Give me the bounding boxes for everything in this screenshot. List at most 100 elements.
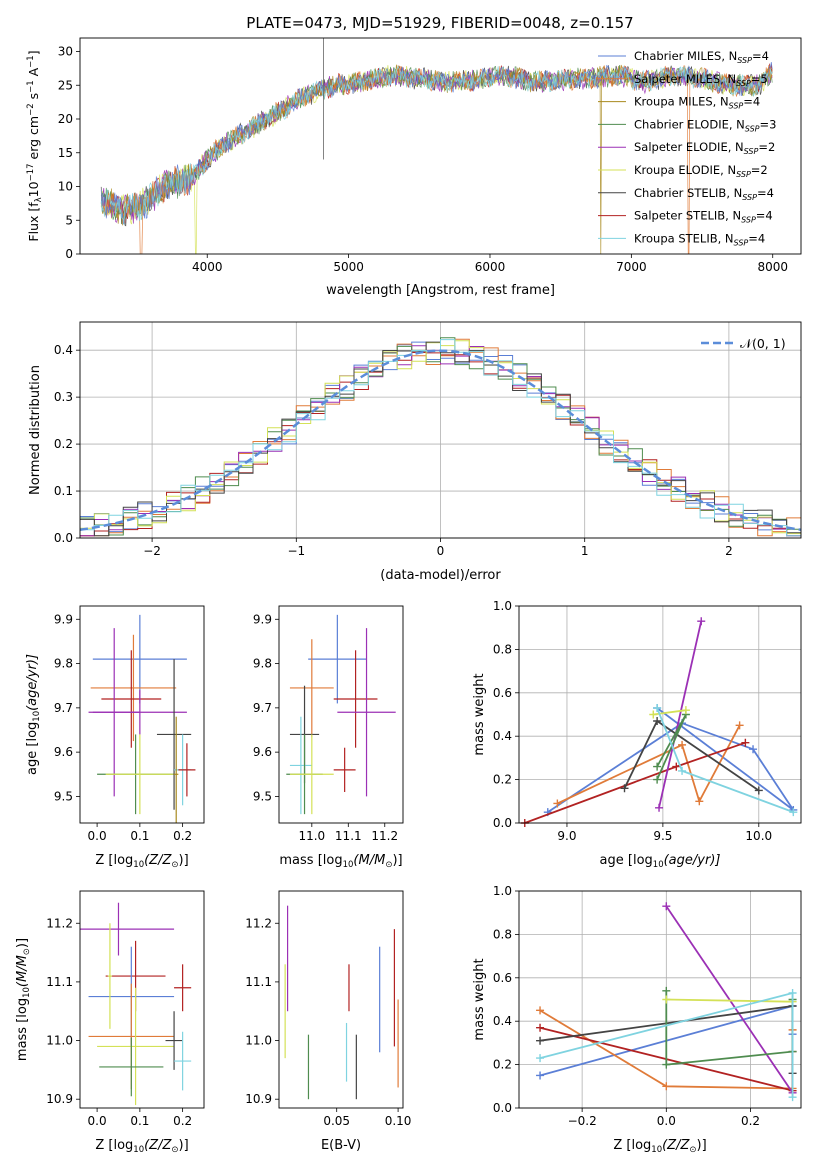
legend-entry: Kroupa ELODIE, NSSP=2 [634,163,768,179]
weight-marker [678,766,687,775]
weight-marker [649,710,658,719]
weight-marker [695,797,704,806]
legend-entry-part: Salpeter ELODIE, N [634,140,744,154]
legend-entry-part: Chabrier STELIB, N [634,186,742,200]
weight-marker [620,784,629,793]
weight-marker [681,706,690,715]
legend-entry-part: Chabrier ELODIE, N [634,117,745,131]
weight-marker [788,988,797,997]
x-tick-label: 6000 [475,260,506,274]
x-axis-label-part: )] [697,1138,707,1153]
y-tick-label: 1.0 [493,884,512,898]
y-axis-label-part: )] [15,938,30,948]
x-tick-label: 0.2 [741,1114,760,1128]
weight-marker [697,617,706,626]
y-tick-label: 0.4 [54,343,73,357]
y-axis-label-part: 10 [26,181,41,197]
weight-marker [662,1060,671,1069]
y-axis-label: mass [log10(M/M⊙)] [15,938,32,1061]
y-tick-label: 9.7 [54,701,73,715]
x-axis-label-part: mass [log [279,853,342,868]
weight-marker [653,717,662,726]
y-tick-label: 0.4 [493,1014,512,1028]
weight-marker [536,1054,545,1063]
y-axis-label-part: mass [log [15,998,30,1061]
y-axis-label: Flux [fλ10−17 erg cm−2 s−1 A−1] [26,50,44,241]
axes-frame [79,605,205,824]
y-tick-label: 0.0 [493,816,512,830]
weight-marker [662,986,671,995]
legend-entry-part: SSP [742,193,757,202]
spectrum-line-0 [100,62,773,225]
x-tick-label: 11.1 [335,829,362,843]
y-tick-label: 1.0 [493,599,512,613]
legend-entry: Salpeter MILES, NSSP=5 [634,72,768,88]
histogram-step-8 [80,339,801,537]
y-tick-label: 9.7 [253,701,272,715]
axes-frame [278,890,404,1109]
normal-reference-curve [80,349,801,532]
y-tick-label: 9.6 [253,745,272,759]
y-tick-label: 0.0 [54,531,73,545]
axes-mass-vs-EBV: 0.05 0.10 10.9 11.0 11.1 11.2 E(B-V) [245,890,412,1153]
y-axis-label-part: A [26,67,41,80]
legend-entry: Kroupa MILES, NSSP=4 [634,95,760,111]
x-tick-label: 0.10 [385,1114,412,1128]
y-tick-label: 9.5 [54,789,73,803]
weight-marker [536,1036,545,1045]
legend-entry: Chabrier MILES, NSSP=4 [634,49,769,65]
axes-frame [79,890,205,1109]
y-tick-label: 30 [58,45,73,59]
y-axis-label: mass weight [472,958,487,1040]
x-axis-label: Z [log10(Z/Z⊙)] [613,1138,706,1155]
y-axis-label-part: λ [34,197,44,202]
y-axis-label-part: (M/M [15,955,30,987]
weight-marker [653,762,662,771]
y-tick-label: 10.9 [245,1092,272,1106]
x-tick-label: 0.2 [173,829,192,843]
y-axis-label: Normed distribution [28,365,43,495]
x-tick-label: 0.0 [657,1114,676,1128]
weight-marker [662,902,671,911]
x-axis-label-part: ⊙ [385,860,392,870]
x-axis-label-part: )] [179,853,189,868]
y-tick-label: 0.1 [54,484,73,498]
legend-entry-part: SSP [736,79,751,88]
x-axis-label-part: age [log [600,853,653,868]
x-axis-label: Z [log10(Z/Z⊙)] [95,1138,188,1155]
x-tick-label: 0.0 [88,829,107,843]
y-axis-label-part: erg cm [26,116,41,164]
legend-entry: Chabrier STELIB, NSSP=4 [634,186,774,202]
legend-entry-part: SSP [737,56,752,65]
x-axis-label: mass [log10(M/M⊙)] [279,853,402,870]
axes-frame [79,321,802,539]
figure-title: PLATE=0473, MJD=51929, FIBERID=0048, z=0… [246,14,633,32]
y-tick-label: 25 [58,78,73,92]
legend-entry: Kroupa STELIB, NSSP=4 [634,231,765,247]
x-axis-label-part: )] [179,1138,189,1153]
axes-weight-vs-Z: −0.2 0.0 0.2 0.0 0.2 0.4 0.6 0.8 1.0 Z [log10(Z/Z… [472,884,802,1155]
weight-marker [678,740,687,749]
x-axis-label-part: (age/yr)] [664,853,721,868]
y-tick-label: 9.9 [253,612,272,626]
y-tick-label: 9.5 [253,789,272,803]
x-axis-label-part: 10 [653,860,664,870]
y-axis-label-part: s [26,93,41,104]
x-tick-label: 0.0 [88,1114,107,1128]
x-tick-label: 0.2 [173,1114,192,1128]
legend-entry: 𝒩(0, 1) [740,336,786,351]
weight-marker [662,995,671,1004]
y-tick-label: 9.6 [54,745,73,759]
x-axis-label-part: 10 [133,1145,144,1155]
y-tick-label: 11.1 [46,975,73,989]
y-axis-label-part: −1 [26,55,36,68]
x-tick-label: 0.1 [130,829,149,843]
weight-line-4 [665,905,794,1094]
x-tick-label: −2 [143,544,161,558]
weight-marker [655,803,664,812]
weight-marker [536,1006,545,1015]
y-tick-label: 0.6 [493,971,512,985]
weight-marker [788,1093,797,1102]
x-axis-label-part: (Z/Z [144,1138,172,1153]
axes-frame [79,37,802,255]
